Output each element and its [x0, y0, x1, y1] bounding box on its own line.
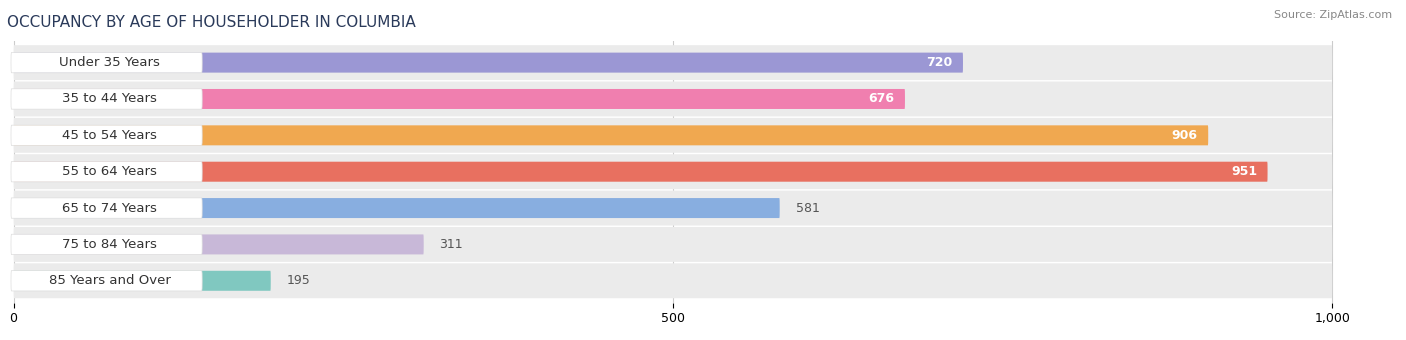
Text: 35 to 44 Years: 35 to 44 Years — [62, 92, 157, 105]
FancyBboxPatch shape — [14, 191, 1331, 225]
FancyBboxPatch shape — [14, 118, 1331, 153]
Text: 951: 951 — [1230, 165, 1257, 178]
Text: Under 35 Years: Under 35 Years — [59, 56, 160, 69]
FancyBboxPatch shape — [11, 198, 202, 218]
Text: 85 Years and Over: 85 Years and Over — [49, 274, 170, 287]
FancyBboxPatch shape — [14, 162, 1268, 182]
Text: 65 to 74 Years: 65 to 74 Years — [62, 202, 157, 215]
FancyBboxPatch shape — [14, 234, 423, 254]
FancyBboxPatch shape — [14, 45, 1331, 80]
FancyBboxPatch shape — [11, 125, 202, 146]
FancyBboxPatch shape — [14, 53, 963, 73]
FancyBboxPatch shape — [14, 82, 1331, 116]
FancyBboxPatch shape — [11, 271, 202, 291]
Text: 45 to 54 Years: 45 to 54 Years — [62, 129, 157, 142]
Text: 195: 195 — [287, 274, 311, 287]
FancyBboxPatch shape — [14, 125, 1208, 145]
FancyBboxPatch shape — [14, 198, 780, 218]
FancyBboxPatch shape — [14, 263, 1331, 298]
FancyBboxPatch shape — [11, 52, 202, 73]
Text: 581: 581 — [796, 202, 820, 215]
Text: OCCUPANCY BY AGE OF HOUSEHOLDER IN COLUMBIA: OCCUPANCY BY AGE OF HOUSEHOLDER IN COLUM… — [7, 15, 416, 30]
Text: 676: 676 — [869, 92, 894, 105]
Text: Source: ZipAtlas.com: Source: ZipAtlas.com — [1274, 10, 1392, 20]
Text: 906: 906 — [1171, 129, 1198, 142]
Text: 55 to 64 Years: 55 to 64 Years — [62, 165, 157, 178]
FancyBboxPatch shape — [14, 89, 905, 109]
FancyBboxPatch shape — [11, 234, 202, 255]
FancyBboxPatch shape — [11, 162, 202, 182]
FancyBboxPatch shape — [14, 154, 1331, 189]
FancyBboxPatch shape — [14, 227, 1331, 262]
Text: 720: 720 — [927, 56, 952, 69]
Text: 311: 311 — [440, 238, 463, 251]
FancyBboxPatch shape — [11, 89, 202, 109]
Text: 75 to 84 Years: 75 to 84 Years — [62, 238, 157, 251]
FancyBboxPatch shape — [14, 271, 271, 291]
